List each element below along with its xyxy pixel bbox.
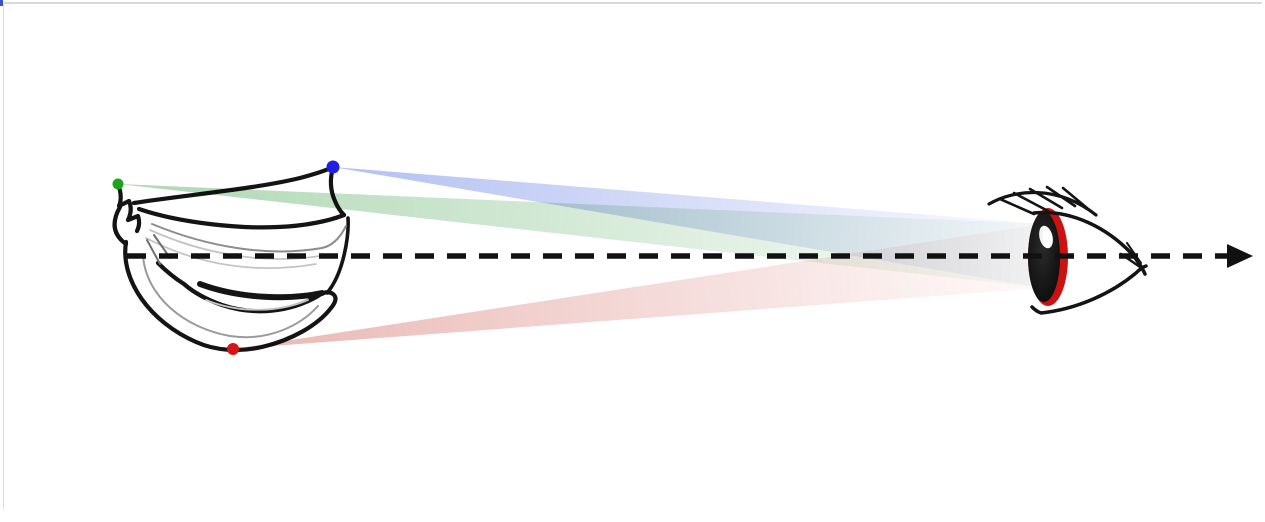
optical-axis-arrowhead [1227, 244, 1253, 268]
green-ray-dot [112, 178, 124, 190]
banana-ridge-lines [142, 223, 347, 339]
eyelash [1061, 186, 1089, 210]
banana-ridge [142, 255, 319, 339]
blue-ray-dot [326, 160, 340, 174]
optical-axis [127, 244, 1253, 268]
banana-left-edge [112, 204, 129, 247]
eyelash [998, 197, 1036, 216]
banana-crease-lower [197, 281, 325, 301]
corner-cursor-mark [0, 0, 3, 6]
banana-crease-upper [136, 206, 347, 230]
eyelash [1012, 191, 1050, 213]
red-ray-dot [227, 343, 239, 355]
eyelash [1028, 187, 1064, 210]
banana-ridge [151, 223, 347, 253]
banana-ridge [205, 299, 309, 311]
banana-stem-stroke [146, 239, 161, 265]
banana-middle-right-edge [325, 216, 350, 295]
red-ray-beam [233, 224, 1043, 349]
eyelash [1045, 185, 1077, 208]
ray-source-dots [112, 160, 340, 355]
eye-corner-hatch [1126, 242, 1142, 264]
left-border-line [3, 2, 4, 509]
banana-stem [115, 181, 142, 234]
banana-bottom-outline [123, 239, 338, 353]
banana-ridge [145, 237, 317, 270]
banana-top-edge [131, 164, 336, 206]
top-border-line [2, 2, 1262, 4]
